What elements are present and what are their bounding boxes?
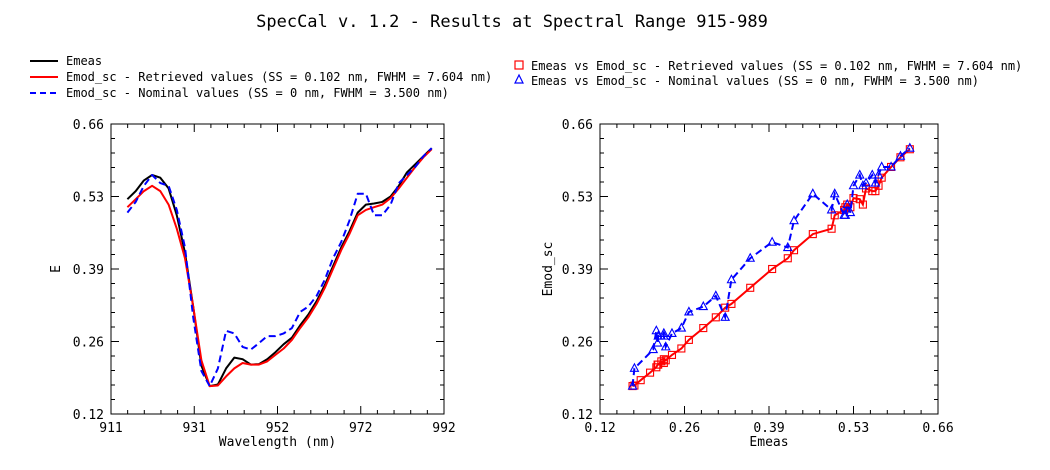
- scatter-point-triangle: [842, 198, 853, 209]
- series-line-2: [126, 147, 433, 388]
- scatter-point-triangle: [857, 180, 868, 190]
- series-line-1: [126, 148, 433, 388]
- legend-right-marker-0: [514, 60, 524, 70]
- scatter-point-triangle: [698, 300, 709, 311]
- y-tick-label: 0.39: [562, 263, 593, 278]
- scatter-point-triangle: [854, 169, 865, 179]
- scatter-point-triangle: [845, 206, 856, 217]
- scatter-point-triangle: [658, 330, 669, 340]
- x-tick-label: 992: [432, 421, 455, 436]
- scatter-point-triangle: [667, 327, 677, 337]
- scatter-point-triangle: [745, 252, 756, 262]
- plot-area: [627, 142, 915, 391]
- scatter-point-square: [768, 264, 777, 274]
- x-axis-title: Emeas: [749, 435, 788, 450]
- legend-right-label-0: Emeas vs Emod_sc - Retrieved values (SS …: [531, 59, 1022, 73]
- scatter-point-square: [659, 355, 668, 364]
- scatter-point-square: [699, 324, 708, 333]
- plot-area: [126, 147, 433, 388]
- scatter-point-triangle: [629, 362, 640, 372]
- scatter-point-square: [827, 224, 836, 233]
- y-tick-label: 0.26: [73, 336, 104, 351]
- x-tick-label: 0.12: [584, 421, 615, 436]
- x-tick-label: 0.39: [753, 421, 784, 436]
- scatter-point-triangle: [720, 311, 731, 321]
- legend-right: Emeas vs Emod_sc - Retrieved values (SS …: [514, 59, 1022, 88]
- scatter-point-square: [636, 376, 645, 385]
- y-tick-label: 0.12: [73, 408, 104, 423]
- scatter-point-square: [661, 356, 670, 365]
- scatter-chart-emeas-vs-emod: 0.12 0.26 0.39 0.53 0.66 0.12 0.26 0.39 0.53 0.66…: [541, 118, 954, 450]
- x-tick-label: 0.53: [838, 421, 869, 436]
- y-axis-title: Emod_sc: [541, 242, 556, 297]
- scatter-point-square: [684, 335, 693, 344]
- scatter-point-square: [746, 283, 755, 292]
- scatter-point-square: [858, 200, 867, 209]
- y-tick-label: 0.39: [73, 263, 104, 278]
- scatter-point-triangle: [886, 161, 896, 171]
- y-tick-label: 0.66: [73, 118, 104, 133]
- x-axis-title: Wavelength (nm): [219, 435, 336, 450]
- legend-right-marker-1: [514, 73, 524, 84]
- scatter-point-triangle: [867, 169, 878, 179]
- x-tick-label: 911: [99, 421, 122, 436]
- x-tick-label: 972: [349, 421, 372, 436]
- x-tick-label: 0.26: [669, 421, 700, 436]
- x-tick-label: 952: [266, 421, 289, 436]
- scatter-point-square: [677, 344, 686, 353]
- scatter-point-triangle: [676, 322, 687, 332]
- scatter-point-triangle: [789, 214, 799, 225]
- scatter-point-triangle: [782, 241, 793, 252]
- scatter-point-triangle: [848, 180, 859, 190]
- scatter-point-square: [667, 350, 677, 359]
- y-tick-label: 0.12: [562, 408, 593, 423]
- scatter-point-square: [657, 357, 666, 366]
- y-tick-label: 0.26: [562, 336, 593, 351]
- y-tick-label: 0.53: [73, 191, 104, 206]
- x-tick-label: 0.66: [922, 421, 953, 436]
- y-tick-label: 0.66: [562, 118, 593, 133]
- scatter-point-triangle: [829, 188, 840, 198]
- y-tick-label: 0.53: [562, 191, 593, 206]
- scatter-point-square: [808, 230, 817, 239]
- scatter-point-square: [783, 254, 792, 263]
- scatter-point-triangle: [895, 150, 906, 160]
- scatter-point-square: [849, 194, 858, 203]
- scatter-point-triangle: [876, 161, 887, 171]
- scatter-point-square: [711, 313, 720, 322]
- scatter-point-triangle: [658, 327, 669, 337]
- legend-left: Emeas Emod_sc - Retrieved values (SS = 0.…: [30, 54, 492, 100]
- scatter-point-triangle: [660, 341, 671, 351]
- scatter-point-triangle: [627, 380, 638, 390]
- x-tick-label: 931: [183, 421, 206, 436]
- scatter-point-triangle: [726, 274, 737, 284]
- scatter-point-triangle: [710, 290, 721, 300]
- scatter-point-triangle: [873, 169, 884, 179]
- scatter-point-triangle: [683, 306, 694, 316]
- legend-left-label-2: Emod_sc - Nominal values (SS = 0 nm, FWH…: [66, 86, 449, 100]
- scatter-point-square: [646, 368, 655, 377]
- scatter-point-triangle: [807, 188, 818, 198]
- plot-frame: [110, 123, 445, 415]
- legend-left-label-0: Emeas: [66, 54, 102, 68]
- scatter-point-triangle: [870, 177, 881, 187]
- scatter-point-triangle: [904, 142, 915, 152]
- line-chart-spectrum: 911 931 952 972 992 0.12 0.26 0.39 0.53 0.66 Wavel…: [49, 118, 456, 450]
- scatter-point-triangle: [826, 204, 837, 214]
- series-trend-1: [631, 147, 911, 387]
- series-line-0: [126, 147, 433, 388]
- scatter-point-triangle: [767, 236, 778, 246]
- scatter-point-triangle: [651, 325, 662, 335]
- figure-title: SpecCal v. 1.2 - Results at Spectral Ran…: [256, 12, 768, 32]
- scatter-point-square: [652, 363, 661, 372]
- scatter-point-triangle: [648, 343, 659, 354]
- scatter-point-triangle: [652, 337, 663, 347]
- legend-left-label-1: Emod_sc - Retrieved values (SS = 0.102 n…: [66, 70, 492, 84]
- y-axis-title: E: [49, 265, 64, 273]
- scatter-point-triangle: [861, 177, 871, 187]
- legend-right-label-1: Emeas vs Emod_sc - Nominal values (SS = …: [531, 74, 979, 88]
